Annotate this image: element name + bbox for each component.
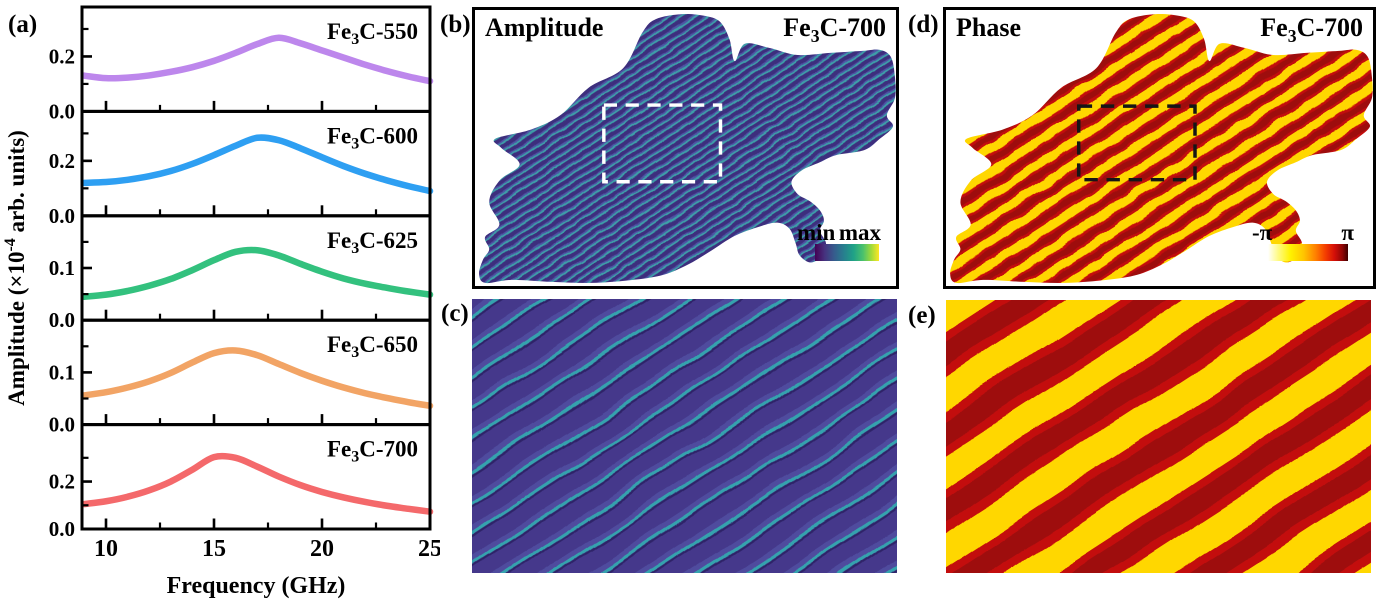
panel-label-c: (c) [441, 300, 469, 327]
x-axis-title: Frequency (GHz) [167, 573, 346, 599]
panel-c-amplitude-zoom [472, 299, 897, 573]
x-tick-label: 25 [418, 536, 440, 562]
curve-Fe3C-650 [81, 347, 434, 410]
curve-Fe3C-600 [81, 134, 434, 195]
panel-b-amplitude-map: Amplitude Fe3C-700 min max [472, 7, 899, 289]
subpanel-frame-Fe3C-700 [80, 423, 432, 531]
x-tick-label: 15 [202, 536, 226, 562]
y-tick-label: 0.0 [49, 517, 75, 541]
amplitude-colorbar-labels: min max [797, 221, 881, 244]
zoom-region-dashed-box [1076, 104, 1197, 182]
y-tick-label: 0.0 [49, 308, 75, 332]
phase-colorbar-labels: -π π [1252, 221, 1354, 244]
series-label-Fe3C-700: Fe3C-700 [327, 437, 418, 466]
phase-colorbar-gradient [1268, 244, 1348, 261]
resonance-spectra-chart: 0.2 0.0 Fe3C-550 0.2 0.0 Fe3C-600 0.1 0.0 Fe3C-6… [2, 5, 440, 599]
amplitude-map-image [479, 13, 896, 284]
y-tick-label: 0.2 [49, 149, 75, 173]
panel-a-resonance-spectra: 0.2 0.0 Fe3C-550 0.2 0.0 Fe3C-600 0.1 0.0 Fe3C-6… [0, 0, 440, 602]
y-tick-label: 0.2 [49, 470, 75, 494]
y-tick-label: 0.0 [49, 204, 75, 228]
colorbar-max-label: max [838, 220, 881, 245]
y-tick-label: 0.2 [49, 44, 75, 68]
y-tick-label: 0.0 [49, 413, 75, 437]
series-label-Fe3C-625: Fe3C-625 [327, 228, 418, 257]
panel-label-d: (d) [908, 11, 939, 38]
y-tick-label: 0.1 [49, 360, 75, 384]
zoom-region-dashed-box [602, 103, 723, 184]
colorbar-minus-pi-label: -π [1252, 220, 1273, 245]
y-tick-label: 0.1 [49, 256, 75, 280]
amplitude-map-title: Amplitude [485, 13, 604, 42]
curve-Fe3C-550 [81, 34, 434, 85]
panel-e-phase-zoom [946, 300, 1371, 573]
y-tick-label: 0.0 [49, 99, 75, 123]
curve-Fe3C-700 [81, 452, 434, 515]
panel-label-e: (e) [908, 302, 936, 329]
curve-Fe3C-625 [81, 246, 434, 300]
sample-label-amplitude: Fe3C-700 [783, 13, 886, 47]
series-label-Fe3C-650: Fe3C-650 [327, 332, 418, 361]
series-label-Fe3C-550: Fe3C-550 [327, 19, 418, 48]
x-tick-label: 10 [94, 536, 118, 562]
phase-zoom-image [946, 300, 1371, 573]
phase-map-title: Phase [956, 13, 1021, 42]
y-axis-title: Amplitude (×10-4 arb. units) [2, 130, 29, 406]
x-tick-label: 20 [310, 536, 334, 562]
colorbar-min-label: min [797, 220, 836, 245]
phase-map-image [950, 13, 1373, 284]
amplitude-colorbar-gradient [815, 244, 879, 261]
panel-label-a: (a) [8, 11, 38, 38]
amplitude-zoom-image [472, 299, 897, 573]
colorbar-pi-label: π [1341, 220, 1354, 245]
sample-label-phase: Fe3C-700 [1260, 13, 1363, 47]
panel-label-b: (b) [440, 11, 471, 38]
panel-d-phase-map: Phase Fe3C-700 -π π [943, 7, 1376, 289]
series-label-Fe3C-600: Fe3C-600 [327, 123, 418, 152]
